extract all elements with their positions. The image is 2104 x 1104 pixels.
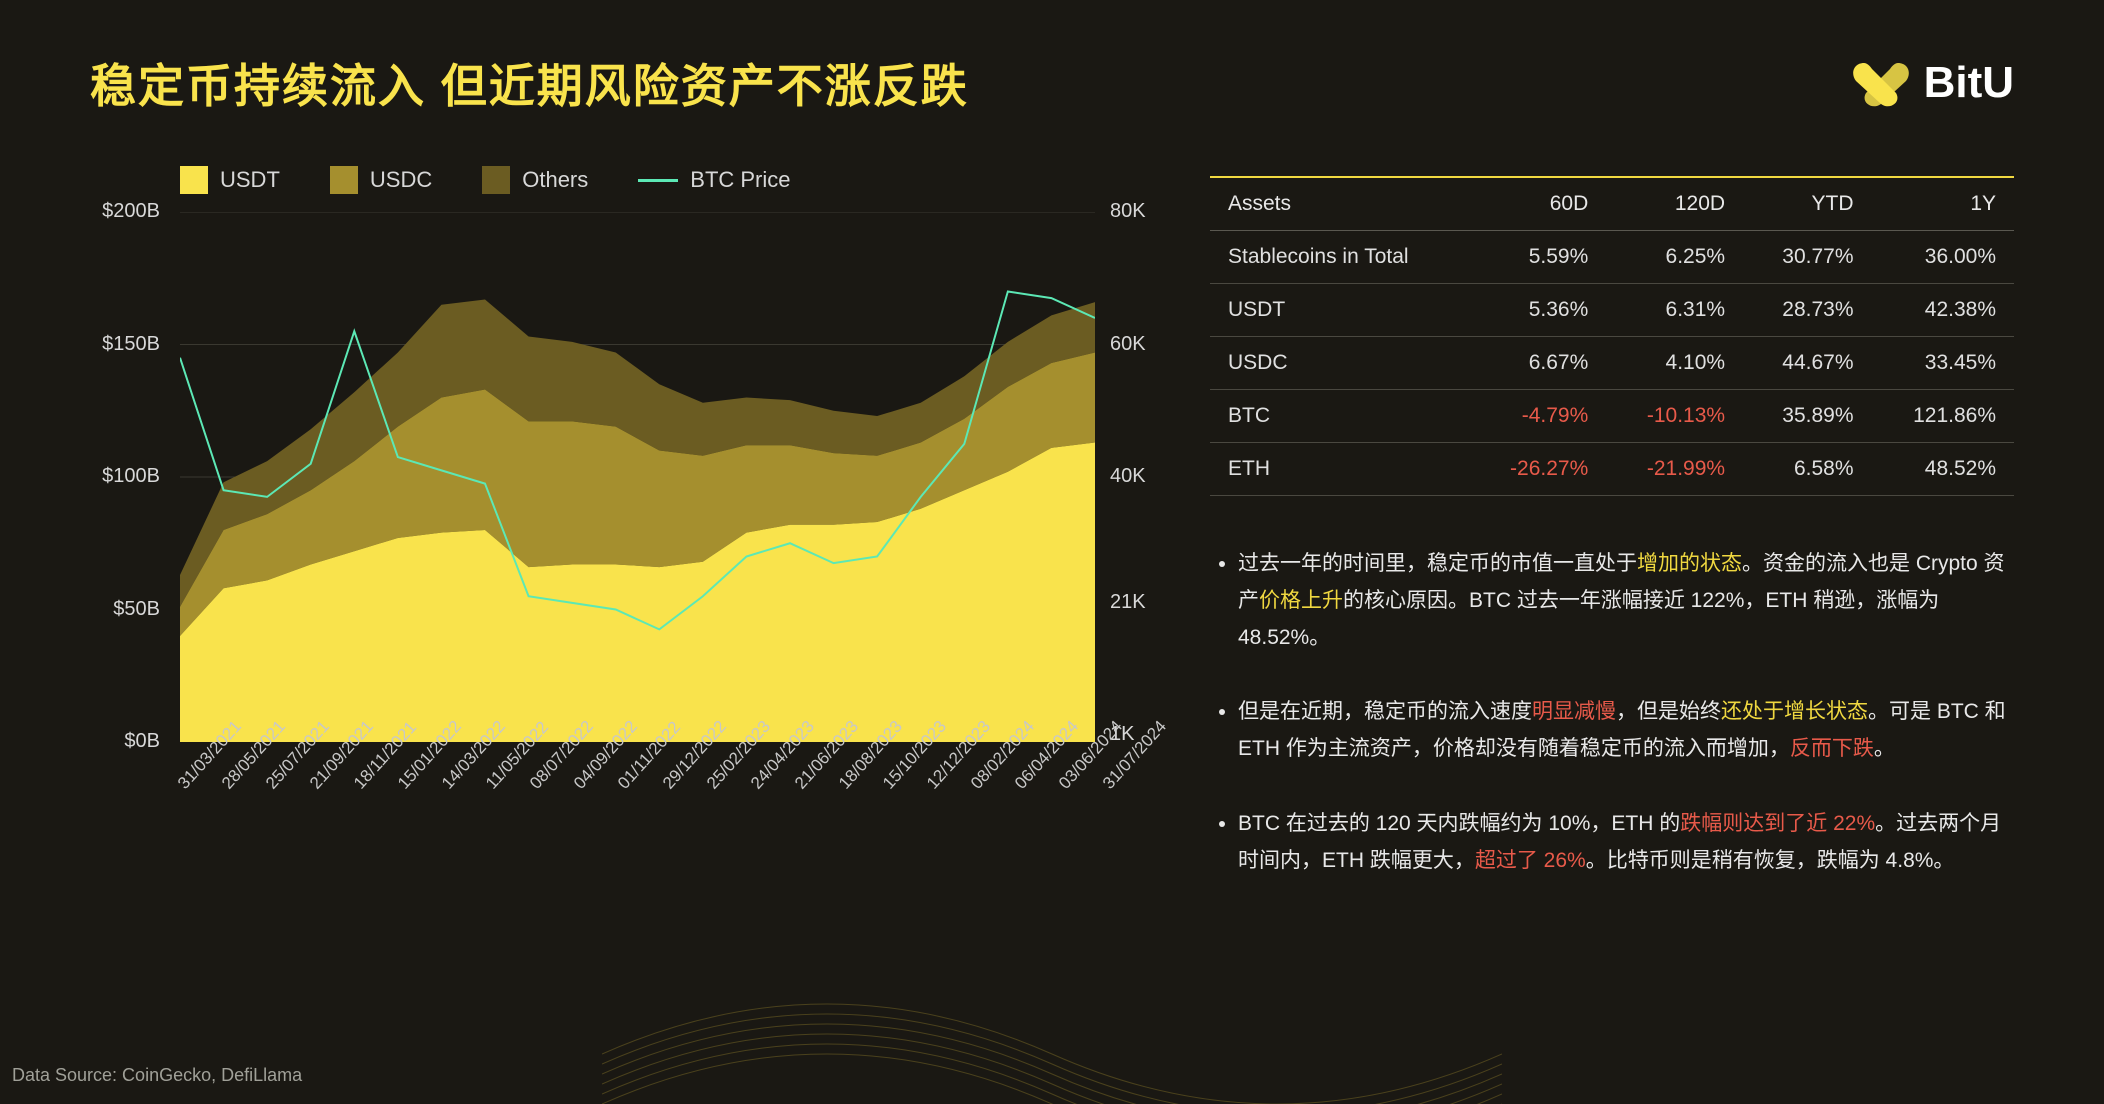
legend-usdt: USDT bbox=[180, 166, 280, 194]
table-cell: 6.25% bbox=[1606, 231, 1743, 284]
y-right-tick: 80K bbox=[1110, 200, 1146, 223]
commentary-list: 过去一年的时间里，稳定币的市值一直处于增加的状态。资金的流入也是 Crypto … bbox=[1210, 546, 2014, 917]
y-left-tick: $100B bbox=[102, 465, 160, 488]
swatch-others bbox=[482, 166, 510, 194]
table-cell: 42.38% bbox=[1872, 284, 2014, 337]
page-title: 稳定币持续流入 但近期风险资产不涨反跌 bbox=[90, 50, 969, 116]
table-header: YTD bbox=[1743, 177, 1871, 231]
commentary-item: 但是在近期，稳定币的流入速度明显减慢，但是始终还处于增长状态。可是 BTC 和 … bbox=[1238, 694, 2014, 768]
table-cell: 28.73% bbox=[1743, 284, 1871, 337]
y-axis-left: $0B$50B$100B$150B$200B bbox=[100, 212, 170, 742]
brand-name: BitU bbox=[1924, 58, 2014, 108]
table-cell: -21.99% bbox=[1606, 443, 1743, 496]
table-cell: USDC bbox=[1210, 337, 1469, 390]
table-cell: 6.31% bbox=[1606, 284, 1743, 337]
performance-table: Assets60D120DYTD1Y Stablecoins in Total5… bbox=[1210, 176, 2014, 496]
table-header: 60D bbox=[1469, 177, 1606, 231]
table-row: Stablecoins in Total5.59%6.25%30.77%36.0… bbox=[1210, 231, 2014, 284]
table-cell: USDT bbox=[1210, 284, 1469, 337]
legend-btc: BTC Price bbox=[638, 166, 790, 194]
table-row: USDC6.67%4.10%44.67%33.45% bbox=[1210, 337, 2014, 390]
brand-logo: BitU bbox=[1850, 58, 2014, 108]
swatch-usdc bbox=[330, 166, 358, 194]
table-cell: Stablecoins in Total bbox=[1210, 231, 1469, 284]
table-cell: 121.86% bbox=[1872, 390, 2014, 443]
table-cell: 48.52% bbox=[1872, 443, 2014, 496]
table-cell: 6.67% bbox=[1469, 337, 1606, 390]
chart-plot bbox=[180, 212, 1095, 742]
chart-legend: USDT USDC Others BTC Price bbox=[180, 166, 1150, 194]
table-cell: -26.27% bbox=[1469, 443, 1606, 496]
chart-panel: USDT USDC Others BTC Price $0B $50B $100B $… bbox=[90, 166, 1150, 1104]
table-row: ETH-26.27%-21.99%6.58%48.52% bbox=[1210, 443, 2014, 496]
logo-icon bbox=[1850, 59, 1912, 107]
table-cell: 36.00% bbox=[1872, 231, 2014, 284]
table-row: USDT5.36%6.31%28.73%42.38% bbox=[1210, 284, 2014, 337]
y-right-tick: 21K bbox=[1110, 591, 1146, 614]
legend-others: Others bbox=[482, 166, 588, 194]
data-source: Data Source: CoinGecko, DefiLlama bbox=[12, 1065, 302, 1086]
table-header: 1Y bbox=[1872, 177, 2014, 231]
y-left-tick: $150B bbox=[102, 333, 160, 356]
table-cell: 35.89% bbox=[1743, 390, 1871, 443]
table-cell: BTC bbox=[1210, 390, 1469, 443]
table-header: 120D bbox=[1606, 177, 1743, 231]
header: 稳定币持续流入 但近期风险资产不涨反跌 BitU bbox=[90, 50, 2014, 116]
y-right-tick: 60K bbox=[1110, 333, 1146, 356]
table-header-row: Assets60D120DYTD1Y bbox=[1210, 177, 2014, 231]
info-panel: Assets60D120DYTD1Y Stablecoins in Total5… bbox=[1210, 166, 2014, 1104]
table-cell: 30.77% bbox=[1743, 231, 1871, 284]
table-cell: 5.59% bbox=[1469, 231, 1606, 284]
table-cell: 5.36% bbox=[1469, 284, 1606, 337]
y-axis-right: 1K21K40K60K80K bbox=[1100, 212, 1150, 742]
swatch-usdt bbox=[180, 166, 208, 194]
table-cell: 33.45% bbox=[1872, 337, 2014, 390]
x-axis: 31/03/202128/05/202125/07/202121/09/2021… bbox=[180, 750, 1095, 840]
chart-area: $0B$50B$100B$150B$200B 1K21K40K60K80K 31… bbox=[100, 212, 1150, 822]
legend-usdc: USDC bbox=[330, 166, 432, 194]
table-cell: -4.79% bbox=[1469, 390, 1606, 443]
table-header: Assets bbox=[1210, 177, 1469, 231]
y-left-tick: $50B bbox=[113, 598, 160, 621]
table-cell: ETH bbox=[1210, 443, 1469, 496]
y-left-tick: $200B bbox=[102, 200, 160, 223]
table-cell: 4.10% bbox=[1606, 337, 1743, 390]
commentary-item: 过去一年的时间里，稳定币的市值一直处于增加的状态。资金的流入也是 Crypto … bbox=[1238, 546, 2014, 656]
table-row: BTC-4.79%-10.13%35.89%121.86% bbox=[1210, 390, 2014, 443]
table-cell: 44.67% bbox=[1743, 337, 1871, 390]
table-cell: 6.58% bbox=[1743, 443, 1871, 496]
swatch-btc-line bbox=[638, 179, 678, 182]
y-right-tick: 40K bbox=[1110, 465, 1146, 488]
commentary-item: BTC 在过去的 120 天内跌幅约为 10%，ETH 的跌幅则达到了近 22%… bbox=[1238, 806, 2014, 880]
y-left-tick: $0B bbox=[124, 730, 160, 753]
table-cell: -10.13% bbox=[1606, 390, 1743, 443]
